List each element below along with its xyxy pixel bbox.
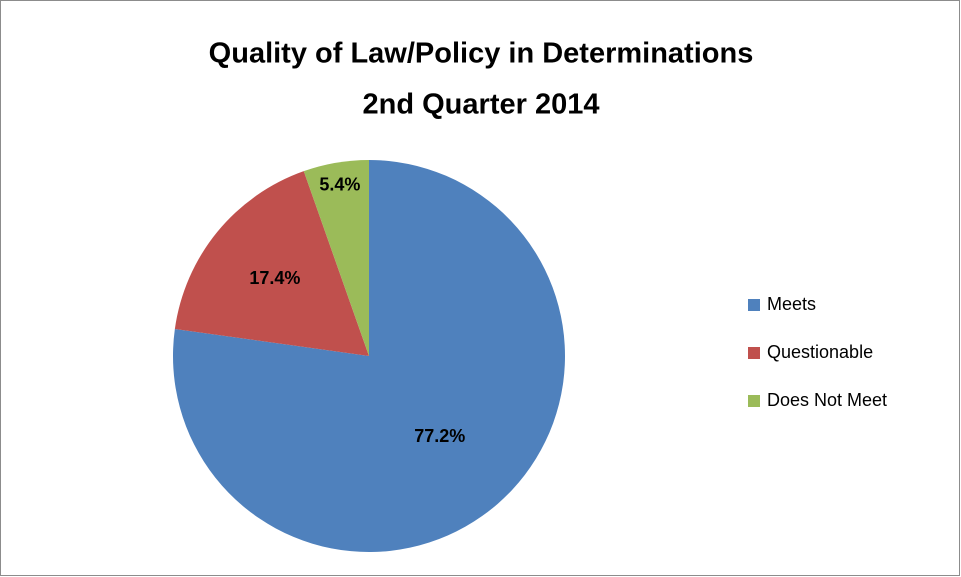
data-label: 5.4%	[319, 175, 360, 195]
legend-label: Questionable	[767, 342, 873, 362]
chart-title: Quality of Law/Policy in Determinations	[209, 38, 754, 70]
legend-label: Does Not Meet	[767, 390, 887, 410]
chart-subtitle: 2nd Quarter 2014	[363, 89, 600, 121]
legend-swatch	[748, 347, 760, 359]
legend-swatch	[748, 395, 760, 407]
legend-label: Meets	[767, 294, 816, 314]
pie-slice	[173, 160, 566, 552]
legend-swatch	[748, 299, 760, 311]
pie-slice	[303, 160, 369, 356]
pie-slice	[174, 171, 369, 356]
data-label: 17.4%	[249, 268, 300, 288]
data-label: 77.2%	[414, 426, 465, 446]
